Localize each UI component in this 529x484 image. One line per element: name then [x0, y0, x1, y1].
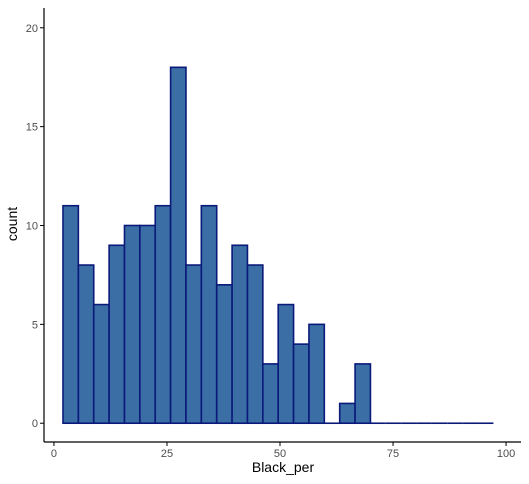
histogram-bar — [292, 343, 310, 425]
y-tick-label: 10 — [26, 220, 38, 232]
histogram-bar — [169, 66, 187, 425]
histogram-bar — [277, 303, 295, 425]
y-tick-label: 20 — [26, 23, 38, 35]
histogram-bar — [62, 204, 80, 425]
histogram-bar — [354, 363, 372, 425]
x-tick-label: 25 — [161, 448, 173, 460]
histogram-bar — [200, 204, 218, 425]
histogram-bars — [62, 66, 494, 425]
histogram-bar — [77, 264, 95, 425]
histogram-bar — [139, 224, 157, 425]
x-tick-label: 75 — [387, 448, 399, 460]
x-axis-title: Black_per — [252, 459, 315, 475]
histogram-bar — [92, 303, 110, 425]
histogram-bar — [154, 204, 172, 425]
y-tick-label: 15 — [26, 122, 38, 134]
y-axis: 0 5 10 15 20 — [26, 8, 45, 442]
histogram-bar — [108, 244, 126, 425]
x-tick-label: 100 — [497, 448, 515, 460]
y-tick-label: 0 — [32, 418, 38, 430]
histogram-bar — [123, 224, 141, 425]
histogram-bar — [215, 284, 233, 425]
x-tick-label: 0 — [51, 448, 57, 460]
histogram-bar — [231, 244, 249, 425]
x-tick-label: 50 — [274, 448, 286, 460]
histogram-bar — [246, 264, 264, 425]
y-tick-label: 5 — [32, 319, 38, 331]
x-axis: 0 25 50 75 100 — [44, 441, 521, 460]
histogram-bar — [308, 323, 326, 425]
histogram-bar — [338, 402, 356, 425]
histogram-bar — [262, 363, 279, 425]
y-axis-title: count — [4, 207, 20, 241]
histogram-bar — [185, 264, 203, 425]
